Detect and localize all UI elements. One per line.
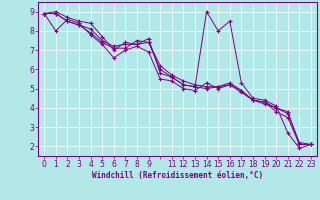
X-axis label: Windchill (Refroidissement éolien,°C): Windchill (Refroidissement éolien,°C): [92, 171, 263, 180]
